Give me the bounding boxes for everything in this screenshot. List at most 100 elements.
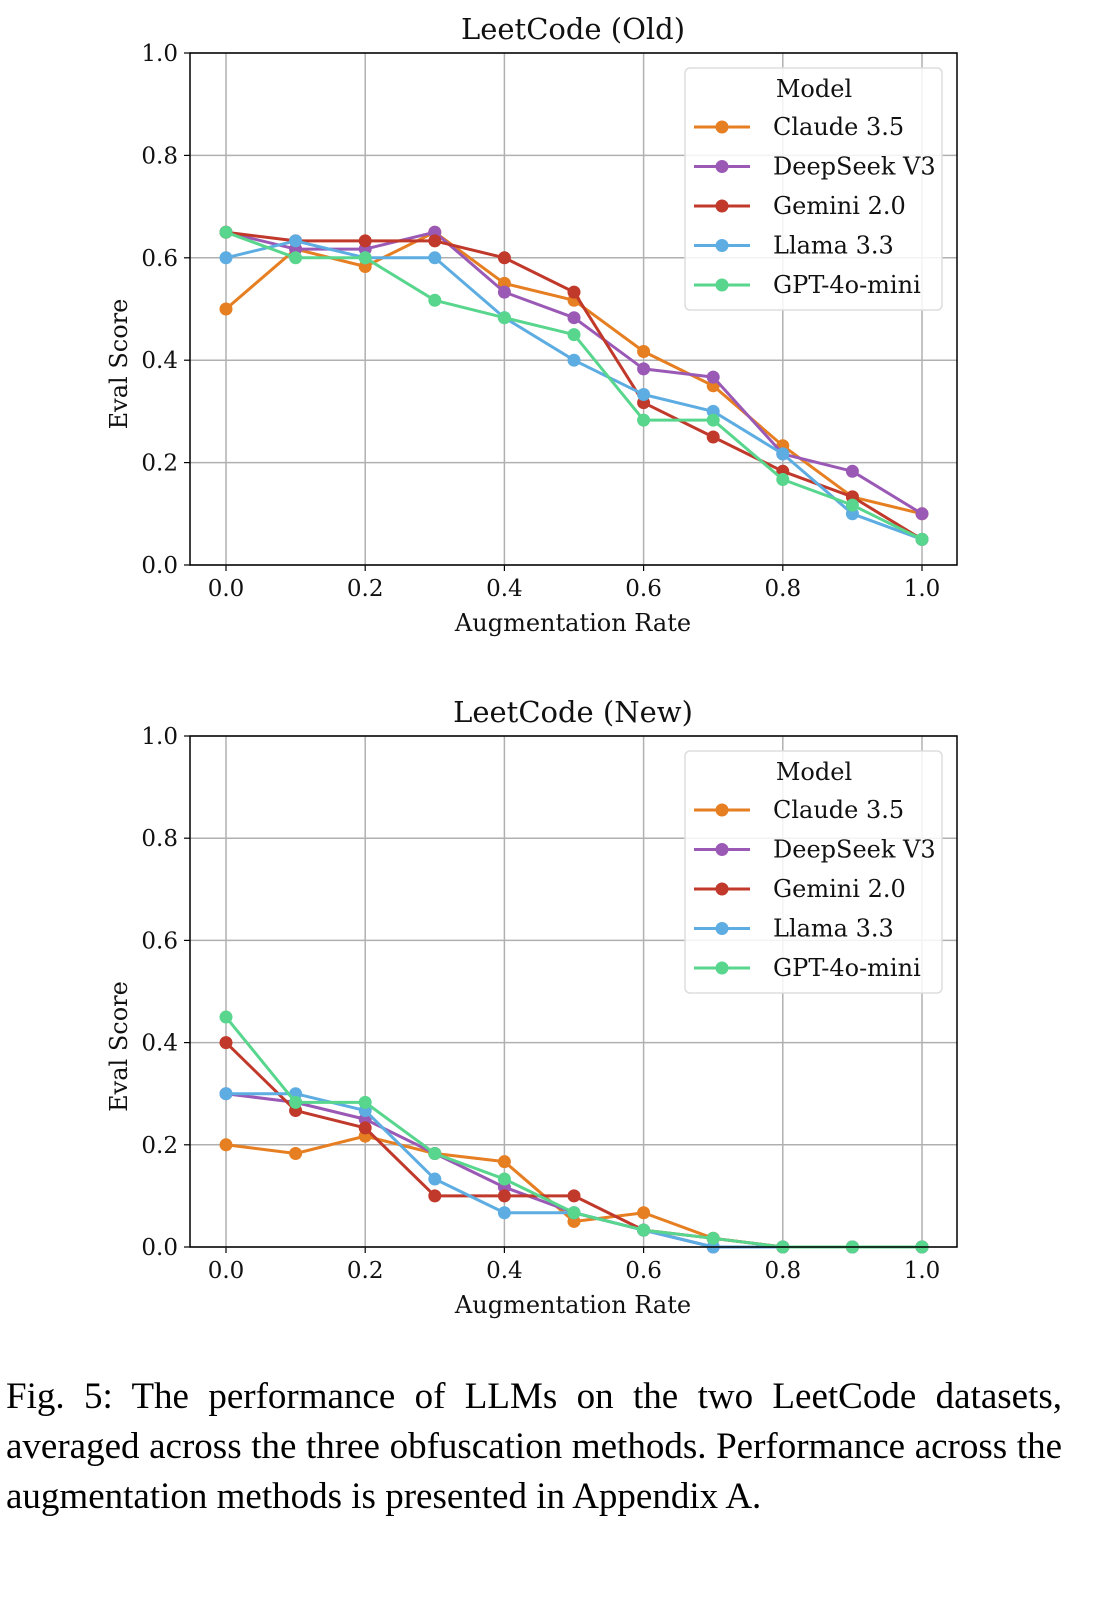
legend-label: Llama 3.3: [773, 915, 894, 943]
legend-title: Model: [776, 75, 852, 103]
legend: Model Claude 3.5 DeepSeek V3 Gemini 2.0 Llam…: [684, 67, 943, 311]
legend-marker: [715, 120, 729, 134]
x-tick-label: 0.8: [765, 1258, 802, 1284]
data-point: [219, 1036, 233, 1050]
x-tick-label: 1.0: [904, 576, 941, 602]
data-point: [706, 1231, 720, 1245]
x-axis-label: Augmentation Rate: [454, 609, 691, 637]
series-deepseek-v3: [219, 1087, 929, 1254]
data-point: [776, 472, 790, 486]
y-tick-label: 0.0: [141, 553, 178, 579]
data-point: [567, 285, 581, 299]
legend-label: DeepSeek V3: [773, 153, 936, 181]
data-point: [428, 1146, 442, 1160]
data-point: [219, 251, 233, 265]
legend-marker: [715, 160, 729, 173]
y-tick-label: 1.0: [141, 41, 178, 67]
data-point: [845, 498, 859, 512]
data-point: [567, 1206, 581, 1220]
y-axis-label: Eval Score: [105, 299, 133, 430]
data-point: [915, 532, 929, 546]
data-point: [289, 1095, 303, 1109]
x-tick-label: 0.0: [208, 576, 245, 602]
data-point: [497, 311, 511, 325]
legend-label: GPT-4o-mini: [773, 954, 921, 982]
data-point: [428, 234, 442, 248]
data-point: [706, 370, 720, 384]
legend-label: DeepSeek V3: [773, 836, 936, 864]
x-tick-label: 0.0: [208, 1258, 245, 1284]
y-tick-label: 0.2: [141, 1133, 178, 1159]
data-point: [497, 1189, 511, 1203]
y-tick-label: 0.4: [141, 1031, 178, 1057]
plot-frame: [189, 735, 958, 1248]
legend-label: Gemini 2.0: [773, 875, 906, 903]
x-axis-label: Augmentation Rate: [454, 1291, 691, 1319]
data-point: [219, 1087, 233, 1101]
legend: Model Claude 3.5 DeepSeek V3 Gemini 2.0 Llam…: [684, 750, 943, 994]
data-point: [567, 311, 581, 325]
figure-charts: 0.0 0.2 0.4 0.6 0.8 1.0 0.0 0.2 0.4 0.6 0.8 1.0 Leet…: [105, 12, 958, 1319]
series-llama-3-3: [219, 1087, 929, 1254]
data-point: [637, 1206, 651, 1220]
data-point: [497, 1172, 511, 1186]
x-tick-label: 0.2: [347, 576, 384, 602]
data-point: [915, 507, 929, 521]
chart-title: LeetCode (New): [453, 695, 693, 729]
legend-label: Gemini 2.0: [773, 192, 906, 220]
data-point: [219, 225, 233, 239]
data-point: [219, 1010, 233, 1024]
x-tick-label: 0.6: [625, 576, 662, 602]
data-point: [358, 1095, 372, 1109]
legend-marker: [715, 803, 729, 817]
y-tick-label: 0.8: [141, 826, 178, 852]
x-tick-label: 0.2: [347, 1258, 384, 1284]
data-point: [637, 344, 651, 358]
legend-marker: [715, 239, 729, 252]
data-point: [845, 464, 859, 478]
legend-marker: [715, 278, 729, 292]
data-point: [637, 362, 651, 376]
x-tick-label: 1.0: [904, 1258, 941, 1284]
plot-frame: [189, 52, 958, 566]
data-point: [289, 1146, 303, 1160]
data-point: [706, 413, 720, 427]
data-point: [289, 251, 303, 265]
series-gpt-4o-mini: [219, 1010, 929, 1254]
data-point: [358, 234, 372, 248]
data-point: [776, 447, 790, 461]
chart-1: 0.0 0.2 0.4 0.6 0.8 1.0 0.0 0.2 0.4 0.6 0.8 1.0 Leet…: [105, 12, 958, 637]
y-tick-label: 0.6: [141, 246, 178, 272]
data-point: [637, 413, 651, 427]
data-point: [637, 388, 651, 402]
figure-caption: Fig. 5: The performance of LLMs on the t…: [6, 1376, 1062, 1517]
y-tick-label: 0.8: [141, 143, 178, 169]
data-point: [637, 1223, 651, 1237]
data-point: [219, 1138, 233, 1152]
legend-label: Llama 3.3: [773, 232, 894, 260]
series-gpt-4o-mini: [219, 225, 929, 546]
data-point: [567, 1189, 581, 1203]
legend-marker: [715, 882, 729, 896]
data-point: [497, 1206, 511, 1220]
data-point: [428, 1172, 442, 1186]
data-point: [428, 251, 442, 265]
data-point: [428, 1189, 442, 1203]
x-tick-label: 0.6: [625, 1258, 662, 1284]
y-tick-label: 1.0: [141, 724, 178, 750]
data-point: [497, 251, 511, 265]
data-point: [497, 1155, 511, 1169]
data-point: [289, 234, 303, 248]
chart-title: LeetCode (Old): [461, 12, 685, 46]
x-tick-label: 0.8: [765, 576, 802, 602]
data-point: [706, 430, 720, 444]
y-axis-label: Eval Score: [105, 981, 133, 1112]
legend-label: Claude 3.5: [773, 796, 904, 824]
y-tick-label: 0.4: [141, 348, 178, 374]
y-tick-label: 0.6: [141, 928, 178, 954]
data-point: [567, 328, 581, 342]
legend-marker: [715, 961, 729, 975]
data-point: [219, 302, 233, 316]
legend-marker: [715, 199, 729, 213]
y-tick-label: 0.2: [141, 451, 178, 477]
